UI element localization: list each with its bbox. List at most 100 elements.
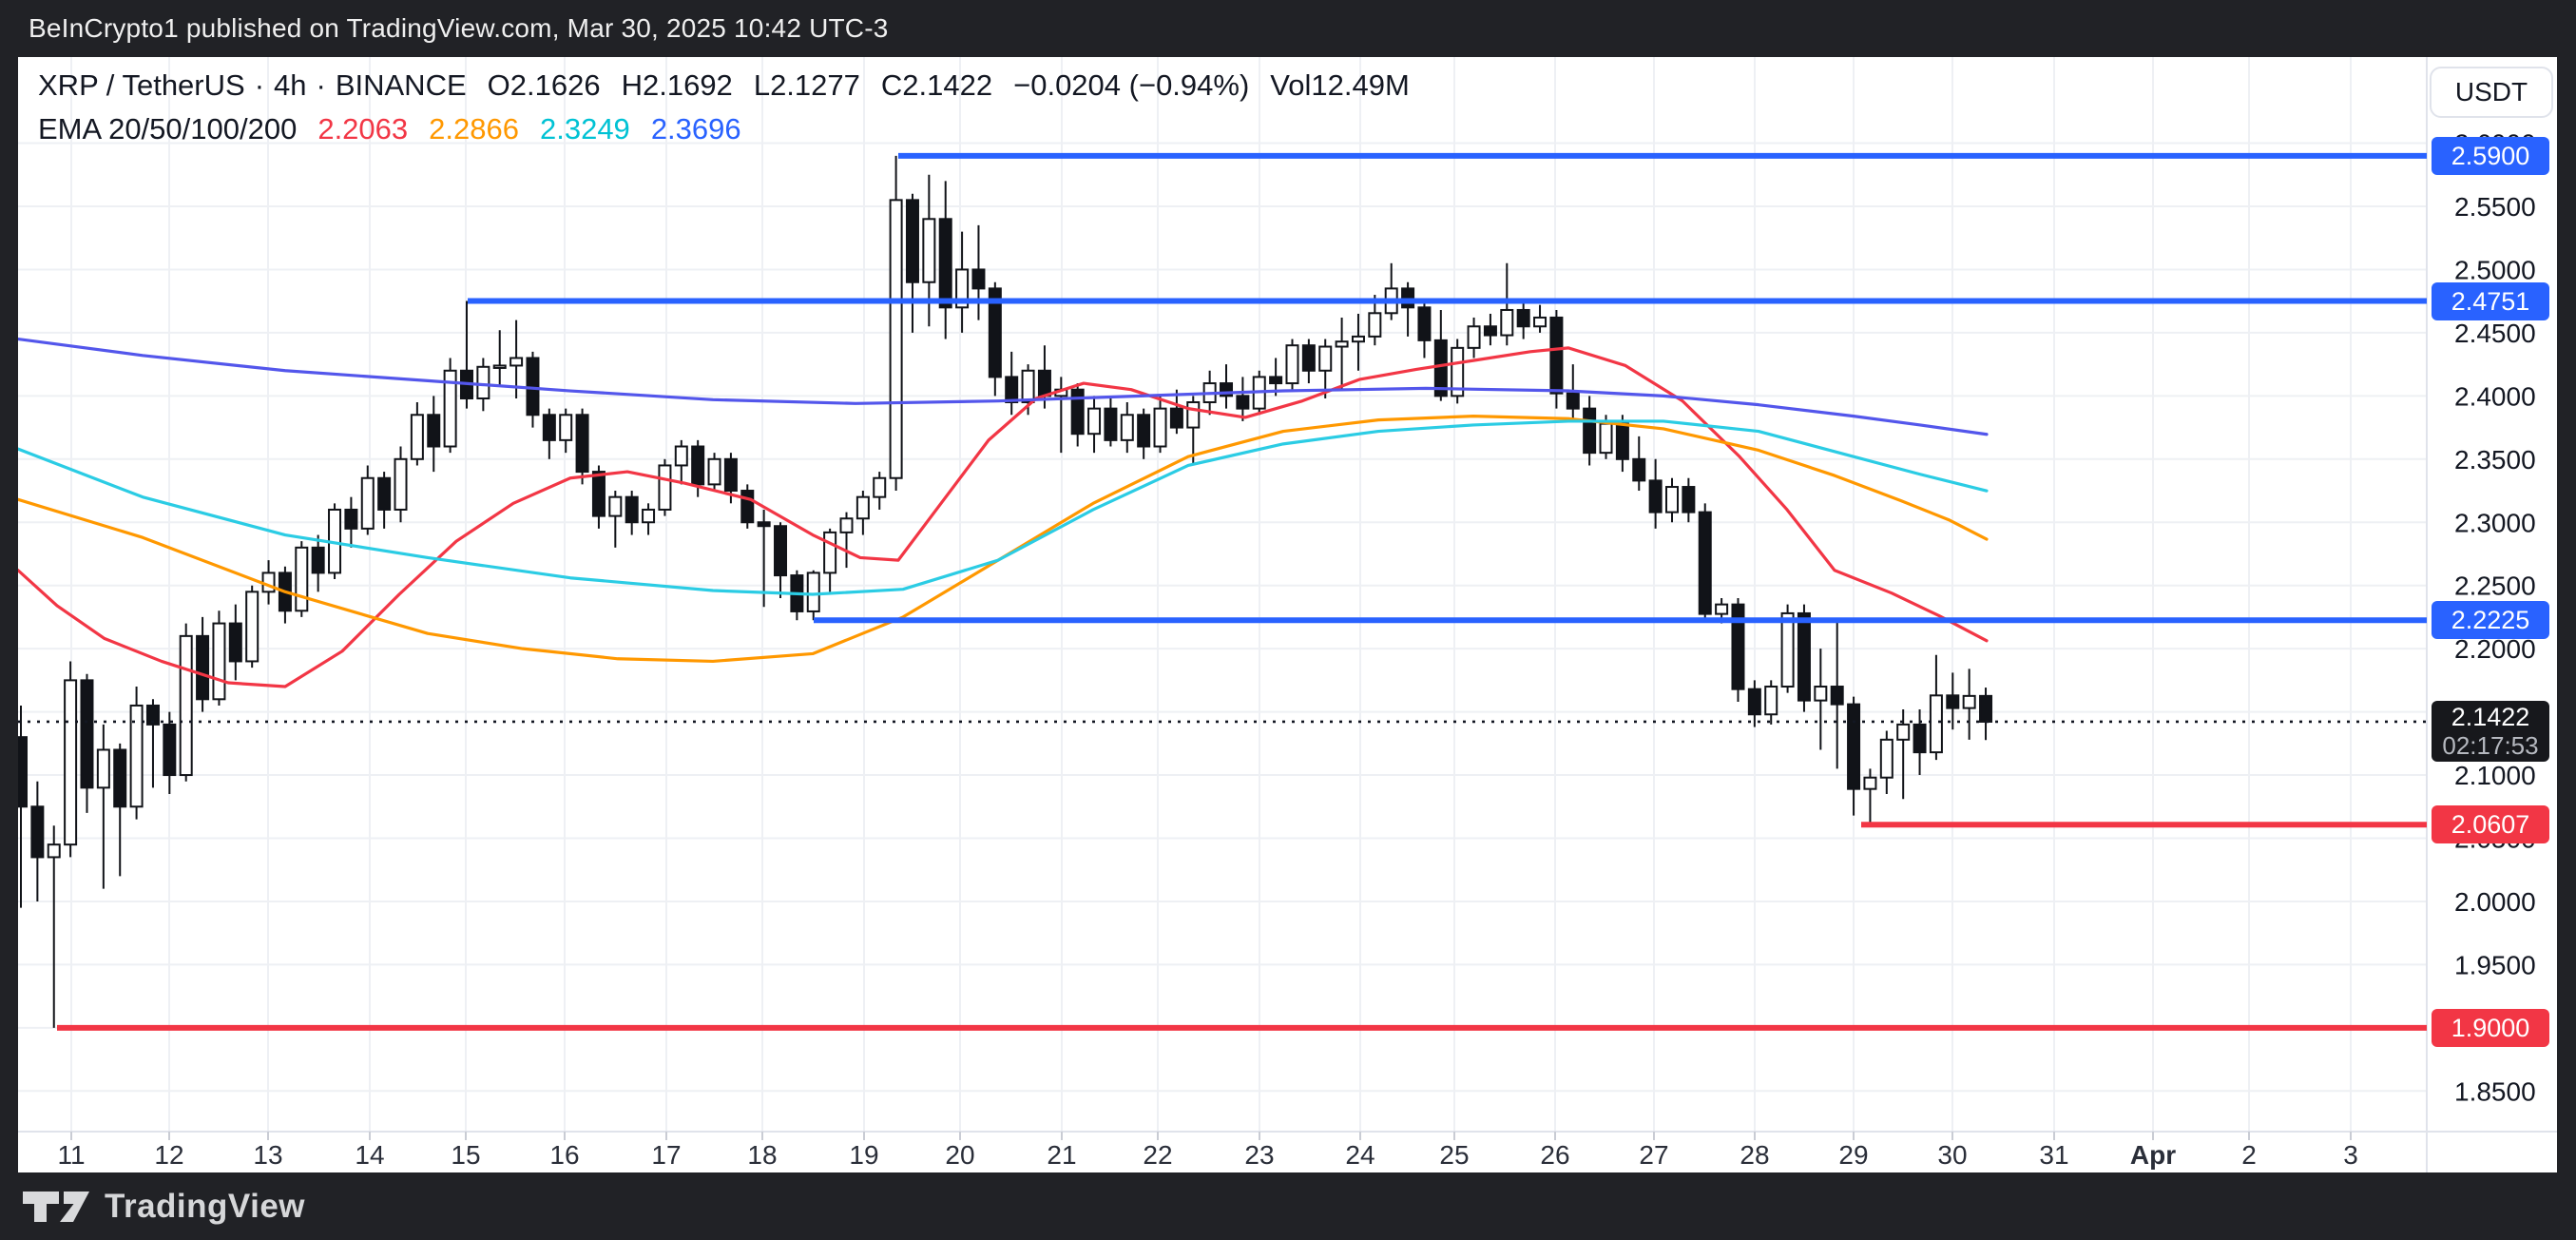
ema-label: EMA 20/50/100/200: [38, 112, 298, 145]
ohlc-low-value: 2.1277: [770, 68, 860, 102]
ema-line-ema50[interactable]: [18, 415, 1989, 664]
level-price-badge-2.0607[interactable]: 2.0607: [2432, 805, 2549, 844]
candle-body: [476, 365, 490, 400]
time-tick-25: 25: [1439, 1140, 1469, 1170]
candle-body: [1583, 407, 1597, 455]
time-tick-12: 12: [154, 1140, 183, 1170]
candle-body: [179, 634, 193, 777]
price-tick-2.5000: 2.5000: [2454, 255, 2536, 284]
tradingview-logo-icon[interactable]: [21, 1188, 93, 1226]
candle-body: [1896, 723, 1911, 741]
ohlc-high-label: H: [621, 68, 643, 102]
candle-body: [1780, 611, 1795, 688]
candle-body: [1087, 407, 1102, 436]
candle-body: [873, 476, 887, 498]
publish-header-bar: BeInCrypto1 published on TradingView.com…: [0, 0, 2576, 57]
candle-body: [360, 476, 375, 530]
candle-body: [575, 414, 589, 474]
candle-body: [625, 495, 639, 524]
candle-body: [1979, 694, 1993, 723]
grid: [18, 57, 2427, 1132]
candle-body: [113, 748, 127, 808]
candle-body: [823, 531, 837, 574]
candlestick-series: [18, 155, 1993, 1028]
candle-body: [1070, 388, 1085, 436]
current-price-value: 2.1422: [2451, 702, 2530, 731]
candle-body: [47, 843, 61, 859]
axis-separators: [18, 57, 2557, 1172]
tradingview-brand-text[interactable]: TradingView: [105, 1187, 306, 1225]
time-tick-18: 18: [747, 1140, 777, 1170]
candle-body: [1351, 335, 1365, 343]
chart-card[interactable]: [18, 57, 2557, 1172]
candle-body: [559, 414, 573, 441]
candle-body: [1847, 703, 1861, 790]
currency-toggle-button[interactable]: USDT: [2430, 67, 2553, 118]
legend-ema-row[interactable]: EMA 20/50/100/200 2.2063 2.2866 2.3249 2…: [38, 112, 1410, 146]
time-tick-13: 13: [253, 1140, 282, 1170]
ohlc-open-label: O: [487, 68, 510, 102]
candle-body: [311, 546, 325, 574]
candle-body: [971, 268, 986, 290]
candle-body: [691, 445, 705, 486]
candle-body: [1797, 611, 1811, 702]
candle-body: [228, 622, 242, 663]
price-tick-2.0000: 2.0000: [2454, 887, 2536, 917]
candle-body: [1153, 407, 1167, 448]
candle-body: [707, 457, 721, 486]
candle-body: [1929, 694, 1943, 754]
time-tick-28: 28: [1740, 1140, 1769, 1170]
candle-body: [212, 622, 226, 701]
price-tick-2.4500: 2.4500: [2454, 319, 2536, 348]
time-tick-26: 26: [1540, 1140, 1569, 1170]
candle-body: [1483, 325, 1497, 337]
time-tick-15: 15: [451, 1140, 480, 1170]
candle-body: [1962, 694, 1976, 709]
level-price-badge-2.4751[interactable]: 2.4751: [2432, 281, 2549, 320]
ema-line-ema200[interactable]: [18, 337, 1989, 436]
candle-body: [922, 218, 936, 283]
candle-body: [1648, 479, 1663, 513]
candle-body: [1830, 686, 1844, 706]
candle-body: [1285, 344, 1299, 385]
candle-body: [394, 457, 408, 511]
legend-exchange: BINANCE: [335, 68, 467, 102]
candle-body: [261, 572, 276, 593]
candle-body: [1682, 486, 1696, 513]
footer-bar: TradingView: [0, 1172, 2576, 1240]
candle-body: [889, 199, 903, 479]
legend-interval[interactable]: 4h: [274, 68, 307, 102]
candle-body: [1615, 422, 1629, 460]
time-tick-2: 2: [2241, 1140, 2257, 1170]
candle-body: [1269, 376, 1283, 385]
candle-body: [1863, 776, 1877, 790]
legend-separator2: ·: [316, 68, 326, 102]
time-axis[interactable]: 11 12 13 14 15 16 17 18 19 20 21 22 23 24 25 26 27 28 29 30…: [57, 1140, 2357, 1170]
candle-body: [1169, 407, 1183, 429]
time-tick-17: 17: [651, 1140, 681, 1170]
candle-body: [1301, 344, 1316, 372]
level-price-value: 2.2225: [2451, 606, 2530, 635]
level-price-badge-2.5900[interactable]: 2.5900: [2432, 136, 2549, 175]
level-price-badge-1.9000[interactable]: 1.9000: [2432, 1008, 2549, 1047]
ema-line-ema20[interactable]: [18, 346, 1989, 688]
price-tick-1.9500: 1.9500: [2454, 950, 2536, 979]
time-tick-22: 22: [1143, 1140, 1172, 1170]
candle-body: [1715, 603, 1729, 615]
price-tick-2.3000: 2.3000: [2454, 508, 2536, 537]
candle-body: [955, 268, 970, 309]
time-tick-16: 16: [549, 1140, 579, 1170]
candle-body: [492, 364, 507, 369]
candle-body: [806, 572, 820, 612]
candle-body: [1814, 686, 1828, 702]
ema-line-ema100[interactable]: [18, 419, 1989, 596]
level-price-badge-2.2225[interactable]: 2.2225: [2432, 601, 2549, 640]
current-price-badge-2.1422[interactable]: 2.1422 02:17:53: [2432, 700, 2549, 762]
price-tick-2.1000: 2.1000: [2454, 761, 2536, 790]
level-price-value: 2.4751: [2451, 286, 2530, 316]
candle-body: [163, 723, 177, 777]
candle-body: [1451, 346, 1465, 397]
